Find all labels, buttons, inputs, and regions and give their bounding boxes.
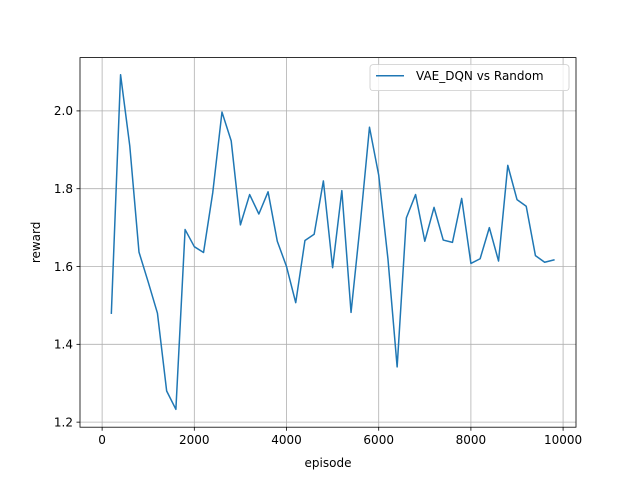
axis-ticks: 0 2000 4000 6000 8000 10000 1.2 1.4 1.6 1.8 2.0 (54, 104, 582, 447)
x-tick-label: 2000 (179, 433, 210, 447)
y-tick-label: 1.6 (54, 260, 73, 274)
y-tick-label: 1.2 (54, 415, 73, 429)
grid (80, 57, 576, 428)
y-tick-label: 1.4 (54, 338, 73, 352)
x-axis-label: episode (305, 456, 352, 470)
y-axis-label: reward (29, 222, 43, 264)
legend-box (369, 64, 570, 91)
series-layer (110, 73, 555, 411)
x-tick-label: 10000 (544, 433, 582, 447)
plot-frame (79, 57, 577, 428)
y-tick-label: 1.8 (54, 182, 73, 196)
series-line (110, 73, 555, 411)
y-tick-label: 2.0 (54, 104, 73, 118)
legend-label: VAE_DQN vs Random (416, 69, 544, 83)
x-tick-label: 6000 (363, 433, 394, 447)
x-tick-label: 0 (98, 433, 106, 447)
x-tick-label: 4000 (271, 433, 302, 447)
legend: VAE_DQN vs Random (369, 64, 570, 91)
x-tick-label: 8000 (456, 433, 487, 447)
